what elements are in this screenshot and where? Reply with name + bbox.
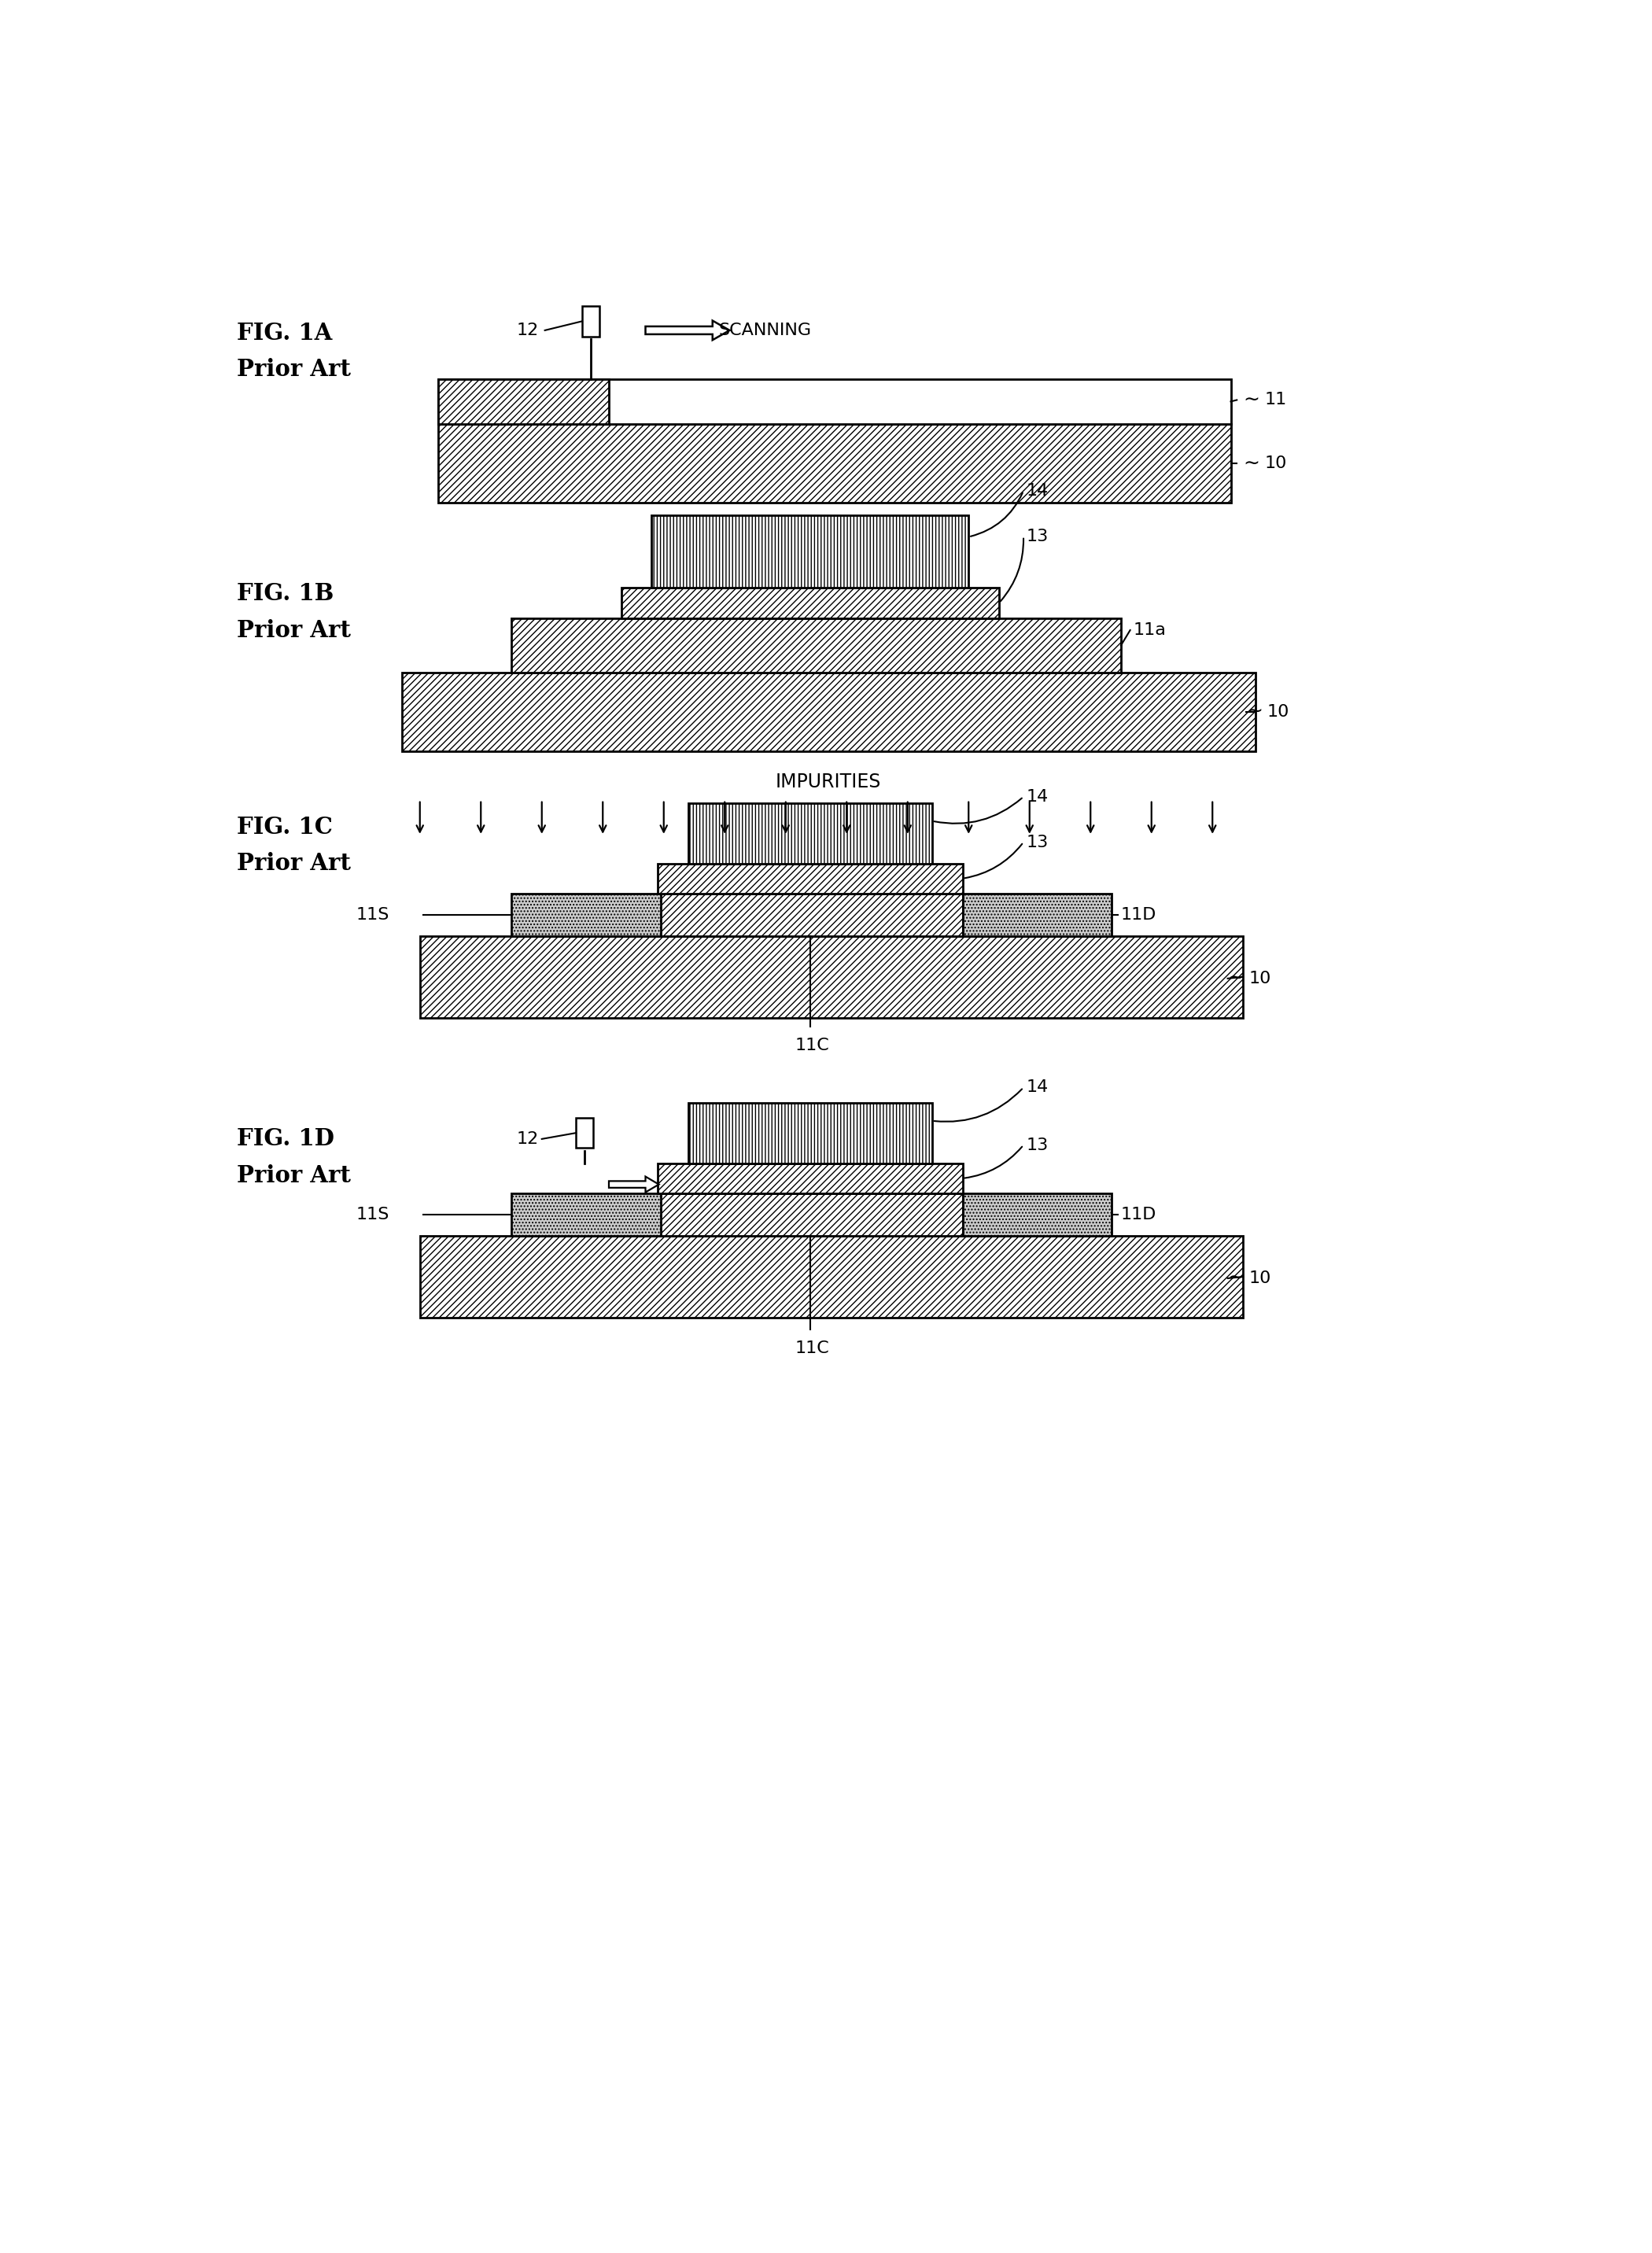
Text: 12: 12	[517, 322, 539, 338]
Text: 11S: 11S	[355, 1208, 390, 1223]
Text: FIG. 1C: FIG. 1C	[236, 816, 332, 838]
Bar	[438, 379, 610, 424]
Bar	[657, 1194, 963, 1237]
Text: ∼: ∼	[1246, 703, 1262, 721]
Text: IMPURITIES: IMPURITIES	[775, 773, 881, 791]
Text: FIG. 1D: FIG. 1D	[236, 1126, 334, 1151]
Text: FIG. 1A: FIG. 1A	[236, 322, 332, 345]
Text: 12: 12	[517, 1131, 539, 1147]
Bar	[689, 1102, 932, 1163]
Bar	[689, 802, 932, 863]
FancyArrow shape	[610, 1176, 659, 1192]
Bar	[651, 516, 968, 588]
Bar	[577, 1117, 593, 1149]
Text: 14: 14	[1026, 1079, 1049, 1095]
Text: 10: 10	[1249, 971, 1272, 987]
Text: ∼: ∼	[1242, 390, 1259, 410]
Text: 14: 14	[1026, 482, 1049, 498]
Text: 14: 14	[1026, 789, 1049, 804]
Text: SCANNING: SCANNING	[719, 322, 811, 338]
Text: ∼: ∼	[1242, 455, 1259, 473]
Bar	[420, 935, 1242, 1018]
Text: Prior Art: Prior Art	[236, 358, 350, 381]
Bar	[657, 863, 963, 894]
Bar	[438, 379, 1231, 424]
Text: Prior Art: Prior Art	[236, 1165, 350, 1187]
Bar	[512, 894, 661, 935]
Text: 11: 11	[1264, 392, 1287, 408]
Bar	[963, 894, 1112, 935]
Text: 13: 13	[1026, 834, 1049, 849]
Text: 11a: 11a	[1133, 622, 1166, 638]
Text: Prior Art: Prior Art	[236, 852, 350, 874]
Bar	[582, 306, 600, 336]
Text: 11C: 11C	[795, 1341, 829, 1356]
Bar	[512, 1194, 661, 1237]
Bar	[657, 1163, 963, 1194]
Text: 10: 10	[1264, 455, 1287, 471]
Text: FIG. 1B: FIG. 1B	[236, 584, 334, 606]
Text: 10: 10	[1267, 705, 1290, 719]
Text: 11C: 11C	[795, 1036, 829, 1052]
FancyArrow shape	[646, 320, 730, 340]
Text: ∼: ∼	[1227, 1268, 1244, 1289]
Bar	[621, 588, 999, 617]
Text: 11D: 11D	[1122, 908, 1156, 924]
Bar	[657, 894, 963, 935]
Bar	[420, 1237, 1242, 1318]
Bar	[401, 674, 1256, 750]
Bar	[963, 1194, 1112, 1237]
Text: 13: 13	[1026, 529, 1049, 545]
Text: 13: 13	[1026, 1138, 1049, 1154]
Bar	[512, 617, 1122, 674]
Text: 11S: 11S	[355, 908, 390, 924]
Text: 11D: 11D	[1122, 1208, 1156, 1223]
Text: Prior Art: Prior Art	[236, 620, 350, 642]
Bar	[438, 424, 1231, 502]
Text: 10: 10	[1249, 1271, 1272, 1286]
Text: ∼: ∼	[1227, 969, 1244, 987]
